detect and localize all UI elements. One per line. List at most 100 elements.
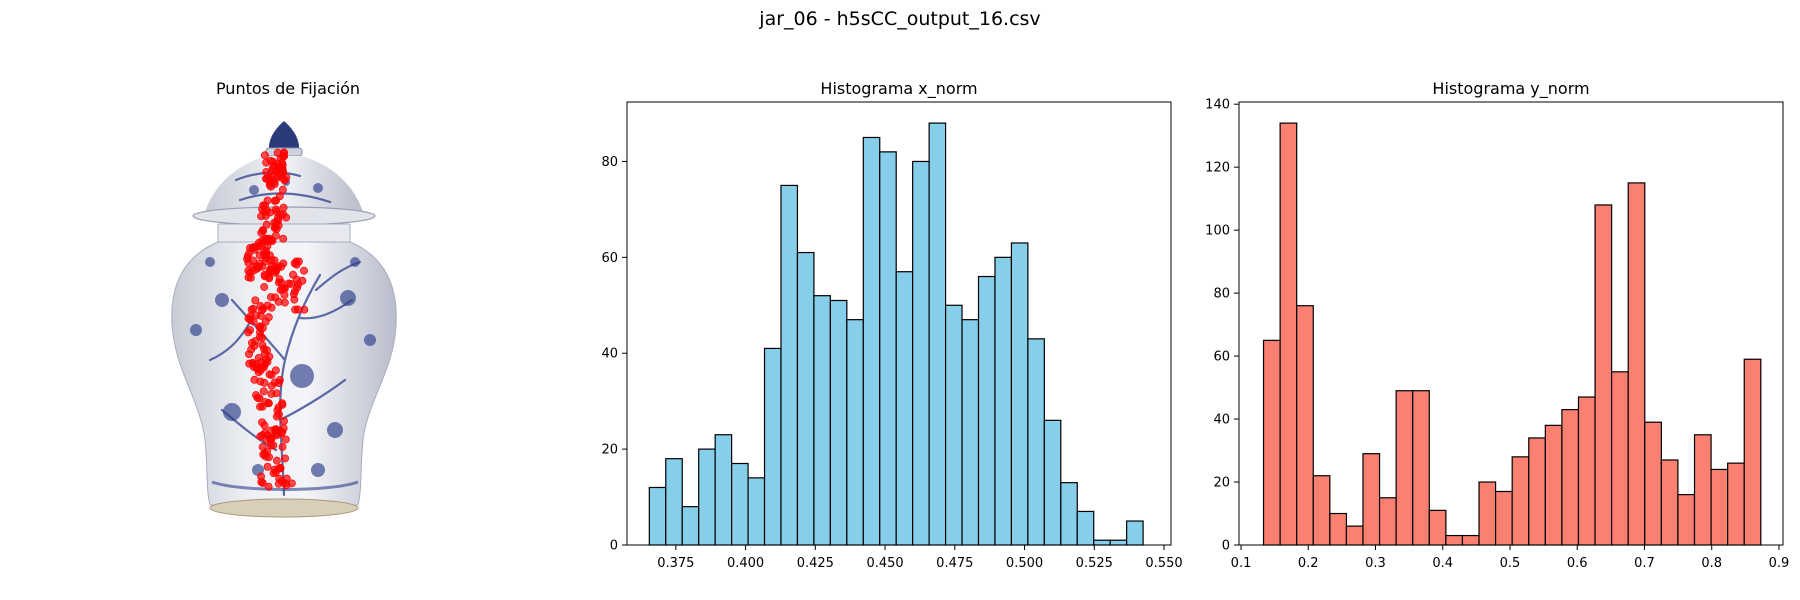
fixation-point <box>256 377 265 386</box>
histogram-bar <box>961 319 980 546</box>
y-tick-label: 20 <box>601 443 618 458</box>
histogram-bar <box>813 295 831 546</box>
histogram-bar <box>1727 462 1745 546</box>
histogram-bar <box>846 319 864 546</box>
fixation-point <box>281 454 290 463</box>
fixation-point <box>279 234 288 243</box>
fixation-point <box>272 389 281 398</box>
fixation-point <box>259 226 268 235</box>
fixation-point <box>262 174 271 183</box>
y-tick-label: 80 <box>601 155 618 170</box>
fixation-point <box>246 268 255 277</box>
fixation-point <box>281 435 290 444</box>
jar-flowers <box>190 178 376 477</box>
histogram-bar <box>944 304 963 546</box>
fixation-point <box>262 220 271 229</box>
histogram-y-bars <box>1262 122 1762 546</box>
histogram-x-frame <box>626 101 1172 546</box>
fixation-point <box>294 280 303 289</box>
histogram-bar <box>1362 453 1381 546</box>
histogram-bar <box>1743 358 1762 546</box>
x-tick-label: 0.375 <box>657 556 694 571</box>
histogram-bar <box>1577 396 1596 546</box>
fixation-point <box>280 298 289 307</box>
histogram-bar <box>879 151 897 546</box>
histogram-bar <box>862 136 881 546</box>
x-tick-label: 0.400 <box>727 556 764 571</box>
fixation-point <box>280 417 289 426</box>
histogram-bar <box>994 256 1013 546</box>
histogram-bar <box>1126 520 1144 546</box>
histogram-bar <box>763 347 782 546</box>
fixation-point <box>270 465 279 474</box>
fixation-point <box>290 287 299 296</box>
fixation-point <box>272 412 281 421</box>
histogram-bar <box>1010 242 1029 546</box>
x-tick-label: 0.475 <box>936 556 973 571</box>
fixation-point <box>257 306 266 315</box>
histogram-bar <box>912 160 930 546</box>
y-tick-label: 20 <box>1213 476 1230 491</box>
fixation-point <box>282 213 291 222</box>
fixation-point <box>262 167 271 176</box>
figure-title: jar_06 - h5sCC_output_16.csv <box>759 8 1041 30</box>
x-tick-label: 0.525 <box>1076 556 1113 571</box>
fixation-point <box>260 282 269 291</box>
x-tick-label: 0.8 <box>1701 556 1722 571</box>
fixation-point <box>248 243 257 252</box>
fixation-point <box>263 241 272 250</box>
x-tick-label: 0.1 <box>1231 556 1252 571</box>
histogram-x-xticks: 0.375 0.400 0.425 0.450 0.475 0.500 0.525 0.550 <box>657 545 1183 571</box>
fixation-point <box>273 159 282 168</box>
histogram-bar <box>1395 390 1414 546</box>
histogram-bar <box>1710 468 1729 546</box>
fixation-point <box>246 326 255 335</box>
histogram-bar <box>780 184 799 546</box>
fixation-point <box>261 317 270 326</box>
fixation-point <box>277 262 286 271</box>
fixation-point <box>278 174 287 183</box>
fixation-point <box>248 358 257 367</box>
y-tick-label: 40 <box>601 347 618 362</box>
fixation-point <box>300 266 309 275</box>
fixation-point <box>256 432 265 441</box>
histogram-bar <box>928 122 947 546</box>
histogram-bar <box>1461 534 1480 546</box>
fixation-point <box>266 441 275 450</box>
histogram-bar <box>1561 409 1580 546</box>
fixation-point <box>253 393 262 402</box>
histogram-bar <box>1345 525 1364 546</box>
fixation-point <box>258 402 267 411</box>
fixation-point <box>271 293 280 302</box>
fixation-point <box>251 296 260 305</box>
histogram-bar <box>1060 482 1078 546</box>
fixation-point <box>266 156 275 165</box>
histogram-y-yticks: 0 20 40 60 80 100 120 140 <box>1205 98 1239 554</box>
x-tick-label: 0.450 <box>866 556 903 571</box>
histogram-bar <box>1644 421 1662 546</box>
x-tick-label: 0.7 <box>1634 556 1655 571</box>
fixation-point <box>247 305 256 314</box>
fixation-point <box>265 274 274 283</box>
y-tick-label: 140 <box>1205 98 1230 113</box>
fixation-panel-title: Puntos de Fijación <box>216 79 360 98</box>
x-tick-label: 0.3 <box>1365 556 1386 571</box>
fixation-point <box>259 201 268 210</box>
fixation-point <box>264 399 273 408</box>
histogram-bar <box>1445 534 1464 546</box>
histogram-bar <box>681 506 700 546</box>
x-tick-label: 0.5 <box>1500 556 1521 571</box>
fixation-point <box>264 482 273 491</box>
y-tick-label: 0 <box>1222 539 1230 554</box>
histogram-y-xticks: 0.1 0.2 0.3 0.4 0.5 0.6 0.7 0.8 0.9 <box>1231 545 1789 571</box>
histogram-bar <box>977 275 996 546</box>
fixation-point <box>278 400 287 409</box>
histogram-bar <box>747 477 766 546</box>
histogram-bar <box>1076 510 1095 546</box>
histogram-bar <box>1660 459 1679 546</box>
fixation-point <box>292 257 301 266</box>
fixation-point <box>277 278 286 287</box>
fixation-point <box>256 328 265 337</box>
histogram-bar <box>1428 509 1447 546</box>
